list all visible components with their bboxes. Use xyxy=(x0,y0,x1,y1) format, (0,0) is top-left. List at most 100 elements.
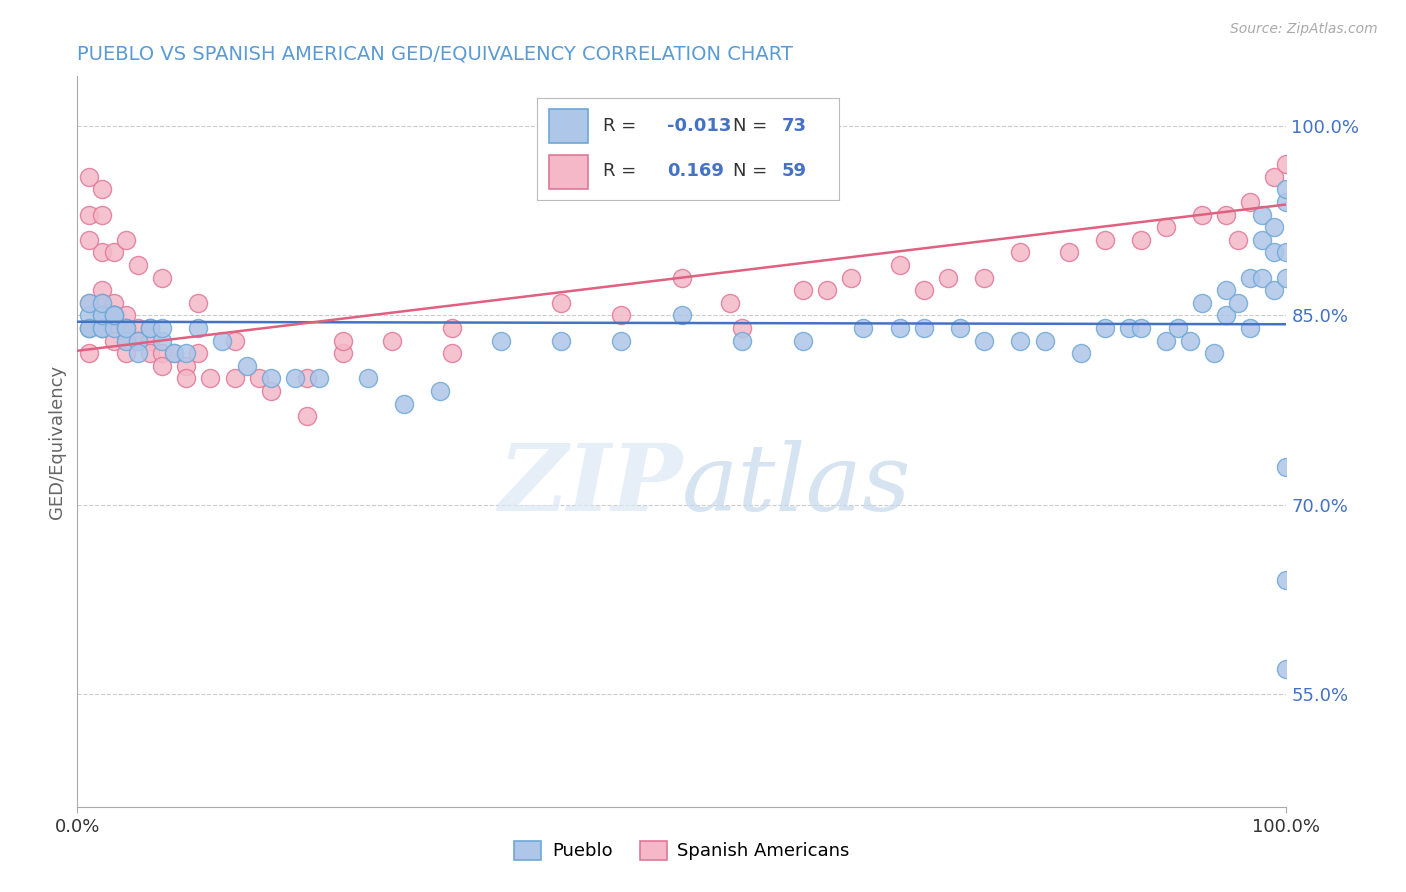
Point xyxy=(332,334,354,348)
Point xyxy=(815,283,838,297)
Point xyxy=(1118,321,1140,335)
Point xyxy=(103,309,125,323)
Point xyxy=(441,321,464,335)
Point xyxy=(127,321,149,335)
Point xyxy=(889,258,911,272)
Point xyxy=(235,359,257,373)
Point xyxy=(90,182,112,196)
Point xyxy=(1263,220,1285,235)
Point xyxy=(127,334,149,348)
Point xyxy=(127,334,149,348)
Point xyxy=(912,321,935,335)
Point xyxy=(79,233,101,247)
Point xyxy=(150,359,173,373)
Point xyxy=(671,309,693,323)
Point xyxy=(381,334,404,348)
Point xyxy=(1070,346,1092,360)
Point xyxy=(103,334,125,348)
Point xyxy=(163,346,186,360)
Point xyxy=(90,208,112,222)
Point xyxy=(1275,194,1298,209)
Point xyxy=(1202,346,1225,360)
Point xyxy=(127,258,149,272)
Point xyxy=(912,283,935,297)
Point xyxy=(1275,459,1298,474)
Point xyxy=(1275,182,1298,196)
Point xyxy=(79,346,101,360)
Point xyxy=(114,321,136,335)
Point xyxy=(103,309,125,323)
Point xyxy=(90,309,112,323)
Point xyxy=(1215,309,1237,323)
Point xyxy=(1263,169,1285,184)
Point xyxy=(1130,233,1153,247)
Point xyxy=(949,321,972,335)
Point xyxy=(247,371,270,385)
Point xyxy=(1239,321,1261,335)
Point xyxy=(114,334,136,348)
Point xyxy=(1010,245,1032,260)
Legend: Pueblo, Spanish Americans: Pueblo, Spanish Americans xyxy=(506,834,858,868)
Point xyxy=(1215,283,1237,297)
Point xyxy=(1094,233,1116,247)
Point xyxy=(260,371,283,385)
Point xyxy=(332,346,354,360)
Point xyxy=(1178,334,1201,348)
Point xyxy=(1251,208,1274,222)
Point xyxy=(90,245,112,260)
Point xyxy=(1057,245,1080,260)
Point xyxy=(1167,321,1189,335)
Point xyxy=(174,359,197,373)
Point xyxy=(1239,270,1261,285)
Point xyxy=(1275,661,1298,675)
Point xyxy=(1191,295,1213,310)
Point xyxy=(187,295,209,310)
Point xyxy=(211,334,233,348)
Text: PUEBLO VS SPANISH AMERICAN GED/EQUIVALENCY CORRELATION CHART: PUEBLO VS SPANISH AMERICAN GED/EQUIVALEN… xyxy=(77,44,793,63)
Point xyxy=(103,309,125,323)
Point xyxy=(224,371,246,385)
Point xyxy=(114,346,136,360)
Point xyxy=(79,295,101,310)
Point xyxy=(114,321,136,335)
Point xyxy=(79,169,101,184)
Point xyxy=(1094,321,1116,335)
Point xyxy=(295,371,318,385)
Point xyxy=(308,371,330,385)
Point xyxy=(1227,295,1250,310)
Point xyxy=(114,321,136,335)
Point xyxy=(1154,220,1177,235)
Point xyxy=(1275,157,1298,171)
Point xyxy=(127,334,149,348)
Point xyxy=(889,321,911,335)
Point xyxy=(139,334,162,348)
Point xyxy=(284,371,307,385)
Point xyxy=(973,334,995,348)
Point xyxy=(1154,334,1177,348)
Text: atlas: atlas xyxy=(682,441,911,531)
Point xyxy=(550,334,572,348)
Point xyxy=(139,321,162,335)
Point xyxy=(429,384,451,398)
Text: ZIP: ZIP xyxy=(498,441,682,531)
Point xyxy=(150,334,173,348)
Point xyxy=(174,346,197,360)
Point xyxy=(90,283,112,297)
Point xyxy=(260,384,283,398)
Point xyxy=(671,270,693,285)
Point xyxy=(90,295,112,310)
Point xyxy=(550,295,572,310)
Point xyxy=(150,270,173,285)
Point xyxy=(79,321,101,335)
Point xyxy=(489,334,512,348)
Point xyxy=(79,321,101,335)
Point xyxy=(79,309,101,323)
Point xyxy=(139,321,162,335)
Point xyxy=(114,309,136,323)
Point xyxy=(1130,321,1153,335)
Point xyxy=(103,321,125,335)
Point xyxy=(1263,245,1285,260)
Point xyxy=(163,346,186,360)
Point xyxy=(356,371,378,385)
Point xyxy=(90,295,112,310)
